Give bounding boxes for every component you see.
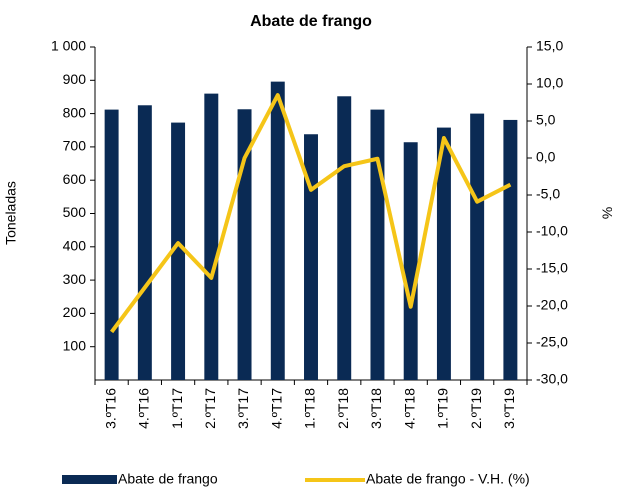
line	[110, 93, 512, 334]
x-tick-label: 3.ºT16	[102, 388, 118, 429]
y-tick-label: 900	[63, 71, 87, 87]
x-tick-label: 2.ºT17	[202, 388, 218, 429]
y-tick-label: 600	[63, 171, 87, 187]
y2-tick-label: -10,0	[536, 223, 568, 239]
x-tick-label: 4.ºT16	[136, 388, 152, 429]
bar	[403, 142, 418, 380]
x-tick-label: 3.ºT18	[368, 388, 384, 429]
x-tick-label: 4.ºT17	[268, 388, 284, 429]
bar	[137, 105, 152, 381]
y2-tick-label: -20,0	[536, 297, 568, 313]
y2-tick-label: -30,0	[536, 371, 568, 387]
y-tick-label: 100	[63, 337, 87, 353]
y2-tick-label: -25,0	[536, 334, 568, 350]
bar	[370, 109, 385, 380]
x-tick-label: 2.ºT18	[335, 388, 351, 429]
y-tick-label: 1 000	[51, 38, 86, 54]
y2-tick-label: -15,0	[536, 260, 568, 276]
legend-label: Abate de frango	[118, 471, 218, 487]
bar	[470, 113, 485, 380]
x-tick-label: 2.ºT19	[468, 388, 484, 429]
y-tick-label: 400	[63, 238, 87, 254]
bar	[436, 127, 451, 380]
legend-label: Abate de frango - V.H. (%)	[366, 471, 530, 487]
x-tick-label: 1.ºT19	[435, 388, 451, 429]
y-axis-label: Toneladas	[3, 181, 19, 245]
y2-tick-label: 10,0	[536, 75, 563, 91]
x-tick-label: 3.ºT17	[235, 388, 251, 429]
y2-tick-label: 5,0	[536, 112, 556, 128]
y-tick-label: 800	[63, 104, 87, 120]
bar	[304, 134, 318, 380]
legend-swatch	[62, 475, 117, 484]
y2-tick-label: 15,0	[536, 38, 563, 54]
bar	[104, 109, 119, 380]
y2-tick-label: -5,0	[536, 186, 560, 202]
bar	[503, 119, 518, 380]
x-tick-label: 1.ºT17	[169, 388, 185, 429]
chart-title: Abate de frango	[250, 13, 372, 30]
x-tick-label: 4.ºT18	[401, 388, 417, 429]
bar	[270, 81, 285, 380]
y2-axis-label: %	[599, 207, 615, 219]
x-tick-label: 1.ºT18	[302, 388, 318, 429]
y-tick-label: 200	[63, 304, 87, 320]
bar	[171, 122, 186, 380]
bar	[204, 93, 219, 381]
y-tick-label: 300	[63, 271, 87, 287]
y2-tick-label: 0,0	[536, 149, 556, 165]
y-tick-label: 500	[63, 204, 87, 220]
y-tick-label: 700	[63, 138, 87, 154]
x-tick-label: 3.ºT19	[501, 388, 517, 429]
bar	[337, 96, 352, 380]
